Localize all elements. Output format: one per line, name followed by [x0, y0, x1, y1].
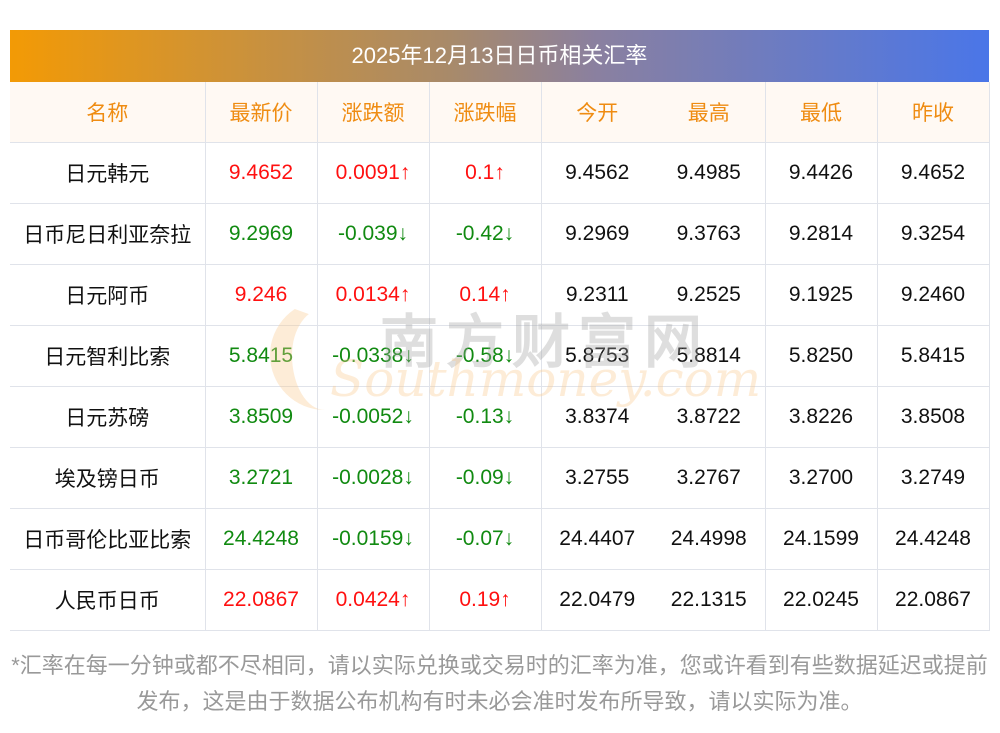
cell-high: 24.4998: [653, 508, 766, 570]
table-header: 名称 最新价 涨跌额 涨跌幅 今开 最高 最低 昨收: [10, 82, 990, 143]
cell-pct: 0.19↑: [429, 569, 542, 631]
exchange-rate-table: 名称 最新价 涨跌额 涨跌幅 今开 最高 最低 昨收 日元韩元 9.4652 0.0…: [10, 82, 990, 631]
cell-name: 日币哥伦比亚比索: [10, 508, 206, 570]
cell-high: 9.2525: [653, 264, 766, 326]
cell-low: 9.4426: [765, 142, 878, 204]
cell-latest: 3.2721: [205, 447, 318, 509]
cell-pct: 0.14↑: [429, 264, 542, 326]
cell-high: 9.4985: [653, 142, 766, 204]
cell-open: 9.4562: [541, 142, 653, 204]
table-row: 人民币日币 22.0867 0.0424↑ 0.19↑ 22.0479 22.1315 22…: [10, 569, 990, 631]
cell-name: 日元智利比索: [10, 325, 206, 387]
table-row: 日币尼日利亚奈拉 9.2969 -0.039↓ -0.42↓ 9.2969 9.3763 9…: [10, 203, 990, 265]
cell-open: 24.4407: [541, 508, 653, 570]
cell-high: 3.8722: [653, 386, 766, 448]
cell-low: 22.0245: [765, 569, 878, 631]
cell-change: -0.0338↓: [317, 325, 430, 387]
page-title: 2025年12月13日日币相关汇率: [10, 30, 989, 82]
cell-latest: 9.4652: [205, 142, 318, 204]
cell-pct: -0.42↓: [429, 203, 542, 265]
cell-open: 9.2311: [541, 264, 653, 326]
cell-pct: -0.58↓: [429, 325, 542, 387]
cell-latest: 3.8509: [205, 386, 318, 448]
cell-open: 3.8374: [541, 386, 653, 448]
cell-latest: 5.8415: [205, 325, 318, 387]
cell-high: 9.3763: [653, 203, 766, 265]
cell-open: 22.0479: [541, 569, 653, 631]
cell-change: 0.0091↑: [317, 142, 430, 204]
cell-change: 0.0424↑: [317, 569, 430, 631]
cell-change: -0.0052↓: [317, 386, 430, 448]
cell-name: 日元阿币: [10, 264, 206, 326]
table-row: 日币哥伦比亚比索 24.4248 -0.0159↓ -0.07↓ 24.4407 24.4…: [10, 508, 990, 570]
cell-prev: 22.0867: [877, 569, 990, 631]
col-name: 名称: [10, 82, 206, 143]
table-row: 日元智利比索 5.8415 -0.0338↓ -0.58↓ 5.8753 5.8814 5.…: [10, 325, 990, 387]
cell-prev: 5.8415: [877, 325, 990, 387]
cell-prev: 24.4248: [877, 508, 990, 570]
cell-change: 0.0134↑: [317, 264, 430, 326]
disclaimer-note: *汇率在每一分钟或都不尽相同，请以实际兑换或交易时的汇率为准，您或许看到有些数据…: [11, 653, 988, 714]
cell-prev: 9.2460: [877, 264, 990, 326]
cell-prev: 3.2749: [877, 447, 990, 509]
table-row: 日元苏磅 3.8509 -0.0052↓ -0.13↓ 3.8374 3.8722 3.82…: [10, 386, 990, 448]
cell-low: 3.2700: [765, 447, 878, 509]
col-pct: 涨跌幅: [429, 82, 542, 143]
cell-prev: 9.3254: [877, 203, 990, 265]
cell-latest: 9.2969: [205, 203, 318, 265]
cell-name: 日元苏磅: [10, 386, 206, 448]
col-prev: 昨收: [877, 82, 990, 143]
cell-low: 9.2814: [765, 203, 878, 265]
col-change: 涨跌额: [317, 82, 430, 143]
cell-prev: 3.8508: [877, 386, 990, 448]
cell-low: 9.1925: [765, 264, 878, 326]
cell-change: -0.039↓: [317, 203, 430, 265]
cell-pct: 0.1↑: [429, 142, 542, 204]
table-row: 日元阿币 9.246 0.0134↑ 0.14↑ 9.2311 9.2525 9.1925 9…: [10, 264, 990, 326]
cell-latest: 24.4248: [205, 508, 318, 570]
col-low: 最低: [765, 82, 878, 143]
cell-change: -0.0159↓: [317, 508, 430, 570]
cell-pct: -0.13↓: [429, 386, 542, 448]
cell-high: 5.8814: [653, 325, 766, 387]
cell-latest: 9.246: [205, 264, 318, 326]
col-open: 今开: [541, 82, 653, 143]
cell-name: 埃及镑日币: [10, 447, 206, 509]
cell-high: 3.2767: [653, 447, 766, 509]
cell-high: 22.1315: [653, 569, 766, 631]
cell-pct: -0.09↓: [429, 447, 542, 509]
table-row: 日元韩元 9.4652 0.0091↑ 0.1↑ 9.4562 9.4985 9.4426 9…: [10, 142, 990, 204]
cell-open: 9.2969: [541, 203, 653, 265]
cell-pct: -0.07↓: [429, 508, 542, 570]
cell-name: 人民币日币: [10, 569, 206, 631]
cell-low: 3.8226: [765, 386, 878, 448]
cell-low: 5.8250: [765, 325, 878, 387]
cell-open: 5.8753: [541, 325, 653, 387]
cell-latest: 22.0867: [205, 569, 318, 631]
cell-name: 日币尼日利亚奈拉: [10, 203, 206, 265]
col-latest: 最新价: [205, 82, 318, 143]
cell-low: 24.1599: [765, 508, 878, 570]
cell-change: -0.0028↓: [317, 447, 430, 509]
cell-name: 日元韩元: [10, 142, 206, 204]
cell-prev: 9.4652: [877, 142, 990, 204]
cell-open: 3.2755: [541, 447, 653, 509]
table-row: 埃及镑日币 3.2721 -0.0028↓ -0.09↓ 3.2755 3.2767 3.2…: [10, 447, 990, 509]
col-high: 最高: [653, 82, 766, 143]
